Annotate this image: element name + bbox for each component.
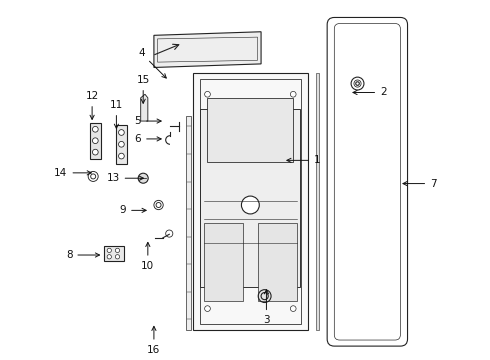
Polygon shape <box>104 246 123 261</box>
Circle shape <box>115 248 120 252</box>
Polygon shape <box>154 32 261 67</box>
Circle shape <box>115 255 120 259</box>
Circle shape <box>93 126 98 132</box>
Text: 2: 2 <box>353 87 387 98</box>
Text: 12: 12 <box>85 91 98 120</box>
Circle shape <box>119 130 124 135</box>
Circle shape <box>291 306 296 311</box>
Text: 13: 13 <box>106 173 144 183</box>
Circle shape <box>242 196 259 214</box>
Text: 7: 7 <box>403 179 437 189</box>
Polygon shape <box>204 223 243 301</box>
Text: 1: 1 <box>287 156 320 165</box>
Polygon shape <box>90 123 101 158</box>
Circle shape <box>119 153 124 159</box>
Circle shape <box>119 141 124 147</box>
Polygon shape <box>141 94 148 121</box>
Text: 16: 16 <box>147 327 161 355</box>
Polygon shape <box>200 109 300 287</box>
Polygon shape <box>116 125 127 164</box>
Bar <box>186 116 192 330</box>
Text: 6: 6 <box>135 134 161 144</box>
Text: 8: 8 <box>66 250 99 260</box>
Text: 4: 4 <box>138 48 166 78</box>
Text: 14: 14 <box>54 168 91 178</box>
Polygon shape <box>258 223 297 301</box>
Text: 15: 15 <box>137 75 150 103</box>
Text: 10: 10 <box>141 242 154 271</box>
Polygon shape <box>193 73 308 330</box>
Circle shape <box>93 149 98 155</box>
Text: 11: 11 <box>110 100 123 128</box>
Circle shape <box>205 306 210 311</box>
Text: 3: 3 <box>263 290 270 325</box>
Circle shape <box>107 255 111 259</box>
FancyBboxPatch shape <box>327 18 408 346</box>
Text: 5: 5 <box>135 116 161 126</box>
Circle shape <box>291 91 296 97</box>
FancyBboxPatch shape <box>334 23 400 340</box>
Polygon shape <box>207 98 293 162</box>
Circle shape <box>107 248 111 252</box>
Bar <box>317 73 319 330</box>
Circle shape <box>138 173 148 183</box>
Circle shape <box>205 91 210 97</box>
Circle shape <box>93 138 98 144</box>
Text: 9: 9 <box>120 205 146 215</box>
